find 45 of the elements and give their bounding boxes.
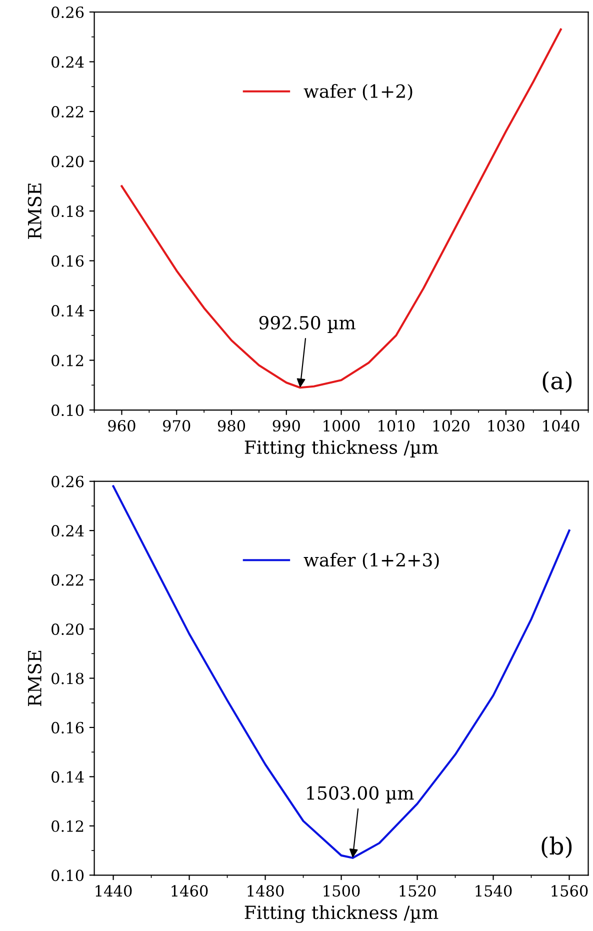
legend-label: wafer (1+2) <box>304 84 412 101</box>
y-tick-label: 0.20 <box>52 623 84 636</box>
y-tick-label: 0.16 <box>52 255 84 267</box>
annotation: (b) <box>542 836 572 858</box>
x-tick-label: 1540 <box>476 885 512 897</box>
y-tick-label: 0.12 <box>52 820 84 832</box>
x-tick-label: 1040 <box>543 420 580 432</box>
y-tick-label: 0.12 <box>52 354 84 366</box>
x-tick-label: 970 <box>162 420 190 432</box>
x-tick-label: 1030 <box>488 420 524 432</box>
x-axis-title: Fitting thickness /µm <box>244 440 438 458</box>
x-tick-label: 1500 <box>324 885 360 897</box>
annotation: 1503.00 µm <box>307 786 414 804</box>
x-axis-title: Fitting thickness /µm <box>244 905 438 923</box>
y-tick-label: 0.14 <box>52 771 84 783</box>
x-tick-label: 1560 <box>552 885 588 897</box>
x-tick-label: 1440 <box>96 885 132 897</box>
y-tick-label: 0.24 <box>52 525 84 537</box>
y-tick-label: 0.26 <box>52 6 84 18</box>
y-axis-title: RMSE <box>28 650 42 706</box>
y-tick-label: 0.14 <box>52 304 84 317</box>
y-tick-label: 0.26 <box>52 476 84 488</box>
x-tick-label: 990 <box>272 420 300 432</box>
y-tick-label: 0.22 <box>52 106 84 118</box>
annotation: (a) <box>542 371 572 393</box>
x-tick-label: 960 <box>108 420 136 432</box>
x-tick-label: 1000 <box>324 420 360 432</box>
y-tick-label: 0.22 <box>52 574 84 586</box>
y-tick-label: 0.16 <box>52 722 84 734</box>
legend-label: wafer (1+2+3) <box>304 552 439 570</box>
line-series <box>112 485 570 859</box>
y-tick-label: 0.24 <box>52 56 84 68</box>
y-tick-label: 0.18 <box>52 205 84 218</box>
y-tick-label: 0.10 <box>52 404 84 416</box>
y-tick-label: 0.20 <box>52 156 84 168</box>
y-axis-title: RMSE <box>28 184 42 239</box>
x-tick-label: 1480 <box>248 885 284 897</box>
y-tick-label: 0.10 <box>52 870 84 882</box>
annotation: 992.50 µm <box>259 316 356 334</box>
x-tick-label: 1520 <box>400 885 436 897</box>
x-tick-label: 1010 <box>378 420 415 432</box>
x-tick-label: 1020 <box>433 420 470 432</box>
x-tick-label: 1460 <box>172 885 208 897</box>
y-tick-label: 0.18 <box>52 672 84 684</box>
x-tick-label: 980 <box>218 420 246 432</box>
